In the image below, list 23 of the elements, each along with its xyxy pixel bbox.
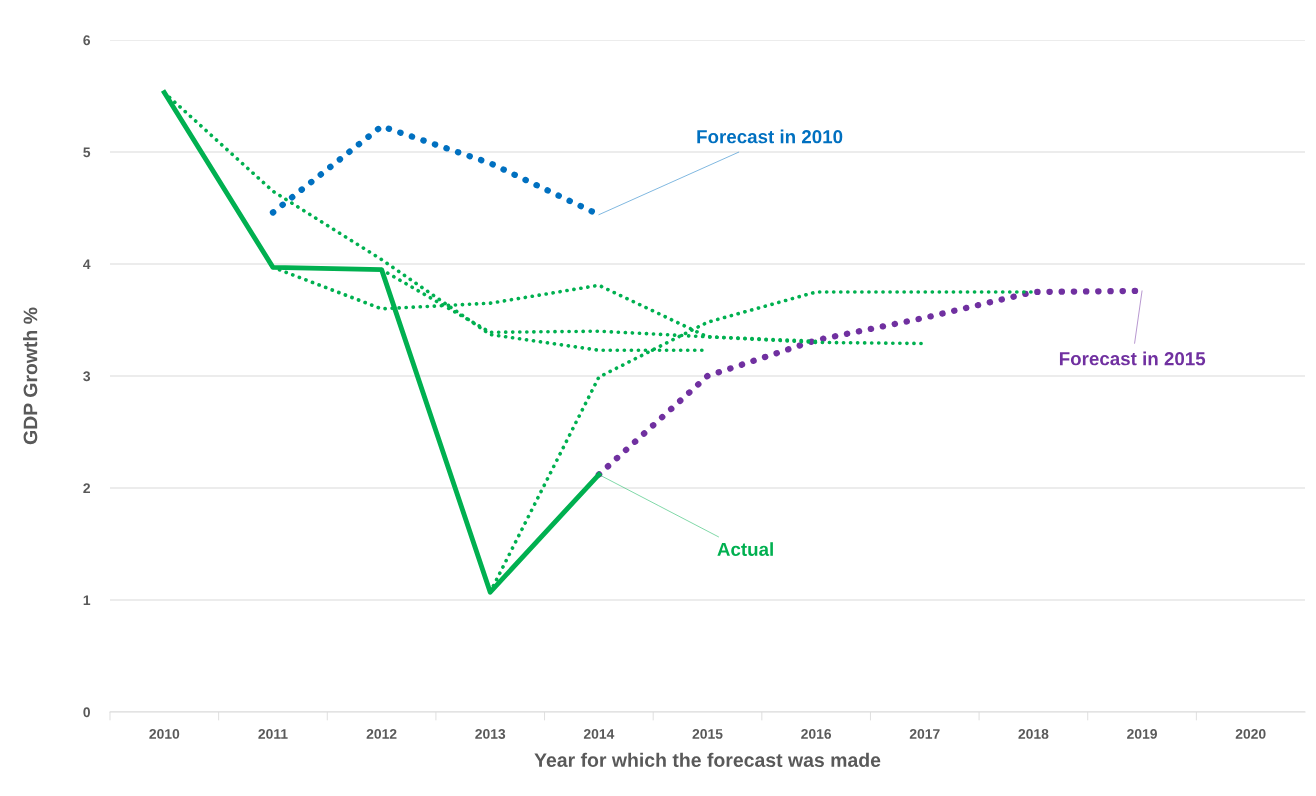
x-tick-label: 2015	[692, 729, 723, 739]
text: Forecast in 2015	[1059, 351, 1206, 366]
y-tick-label: 1	[83, 595, 91, 606]
x-tick-label: 2020	[1235, 729, 1266, 739]
y-tick-label: 2	[83, 483, 90, 494]
x-tick-label: 2018	[1018, 729, 1049, 739]
y-axis-title: GDP Growth %	[23, 307, 38, 445]
y-tick-label: 0	[83, 707, 90, 718]
x-tick-label: 2013	[475, 729, 506, 739]
x-tick-label: 2019	[1127, 729, 1157, 739]
x-tick-label: 2014	[583, 729, 615, 739]
text: Forecast in 2010	[697, 129, 843, 144]
y-tick-label: 4	[83, 259, 91, 270]
x-tick-label: 2011	[258, 729, 288, 739]
x-axis-title: Year for which the forecast was made	[534, 752, 881, 768]
y-tick-label: 5	[83, 147, 91, 158]
y-tick-label: 6	[83, 35, 91, 46]
y-tick-label: 3	[83, 371, 91, 382]
text: Actual	[717, 542, 773, 556]
x-tick-label: 2010	[149, 729, 180, 739]
x-tick-label: 2016	[801, 729, 832, 739]
x-tick-label: 2012	[366, 729, 397, 739]
x-tick-label: 2017	[909, 729, 940, 739]
